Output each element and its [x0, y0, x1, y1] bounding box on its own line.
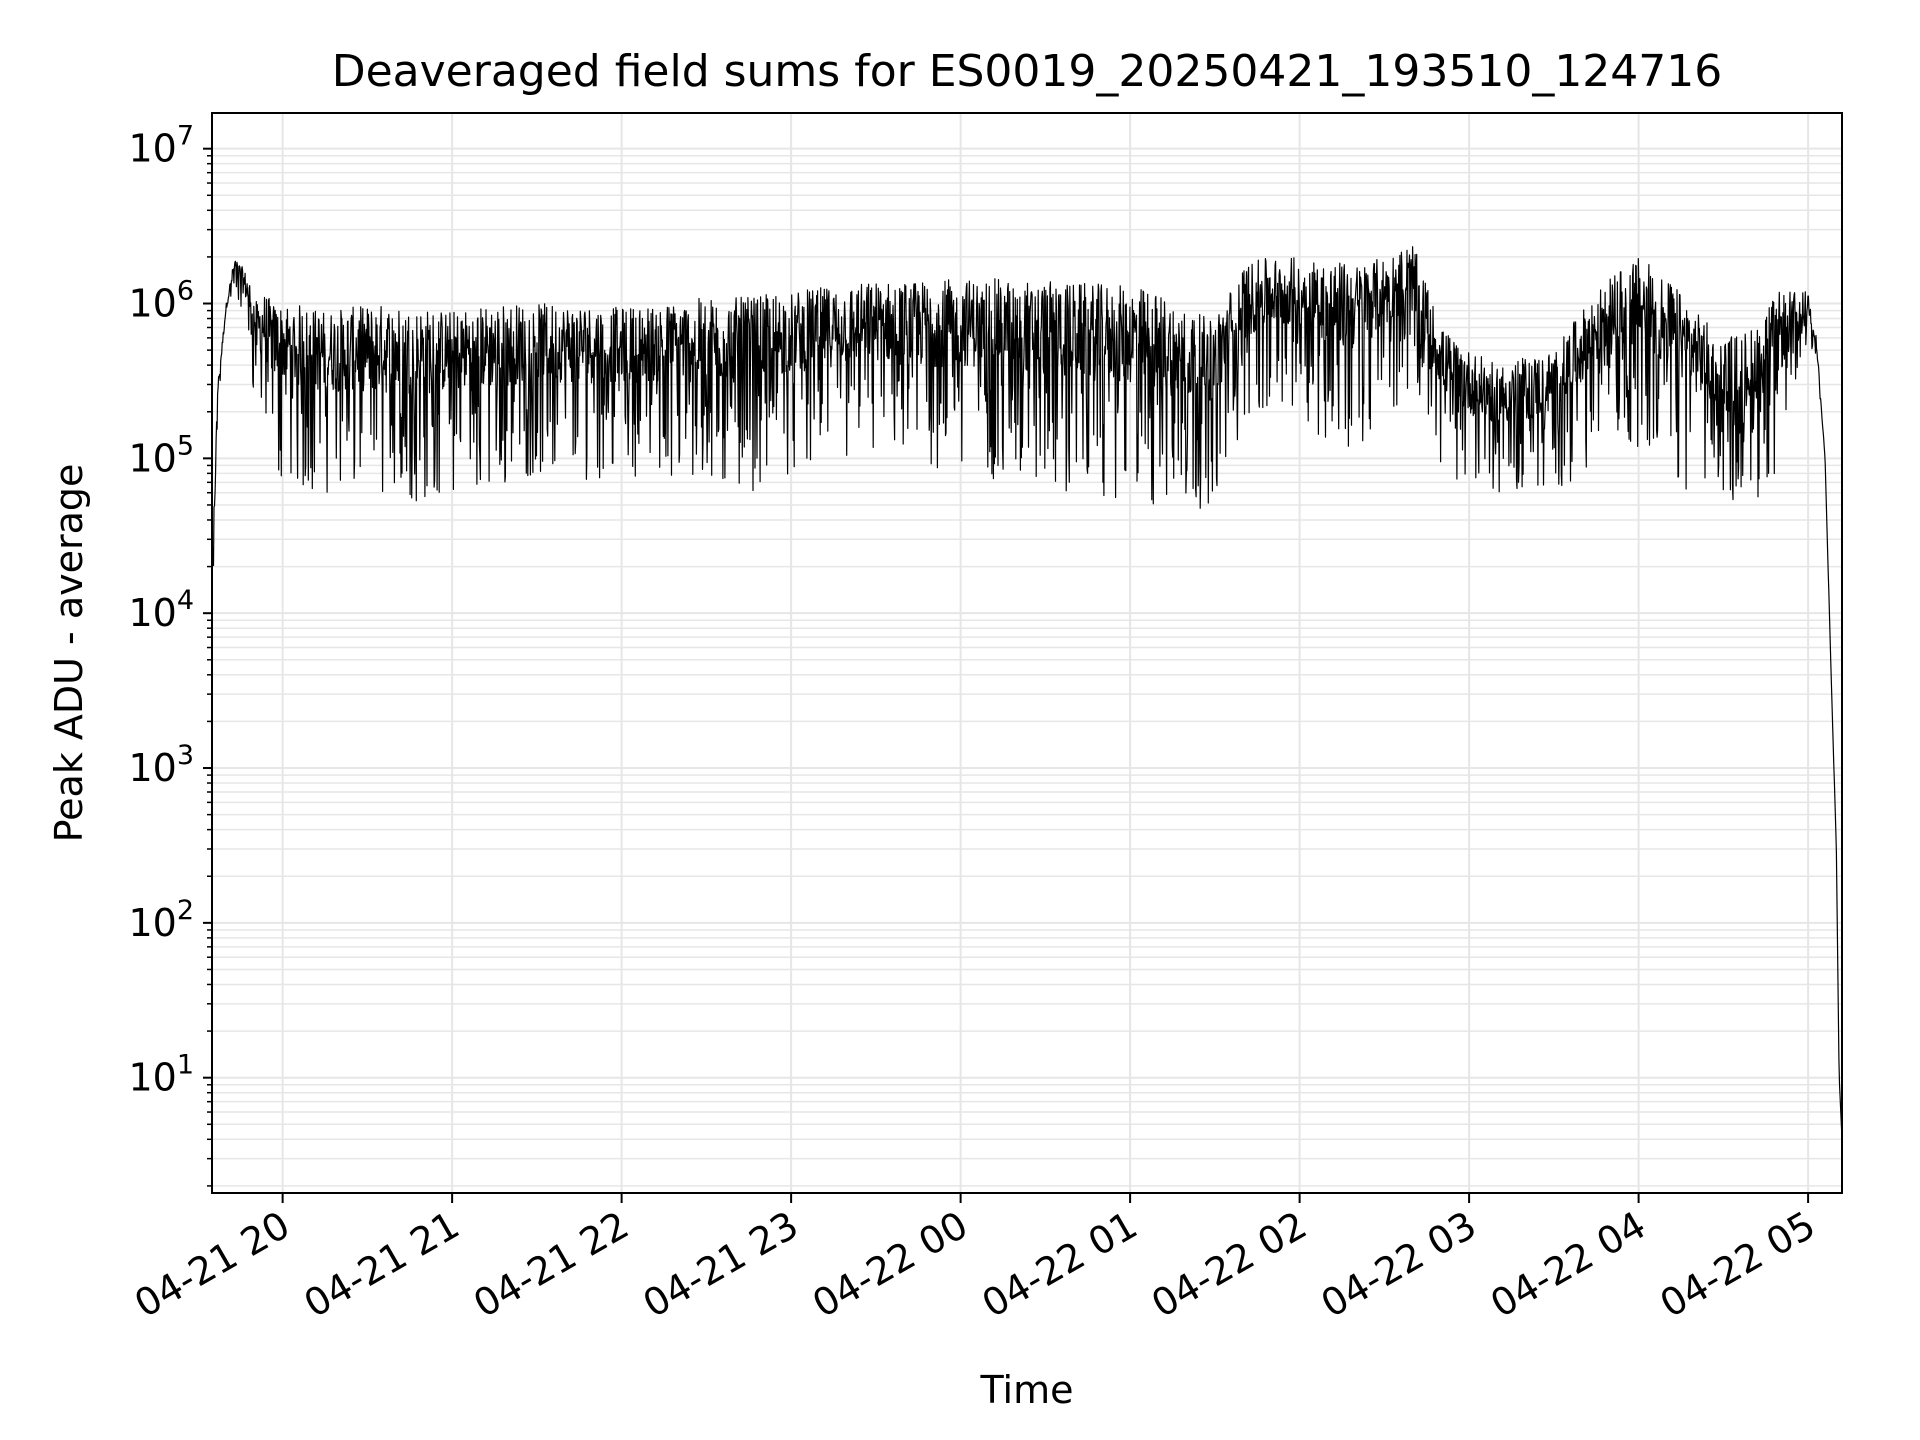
y-tick-label: 107	[128, 121, 194, 171]
chart-title: Deaveraged field sums for ES0019_2025042…	[332, 46, 1723, 97]
y-tick-label: 104	[128, 585, 194, 635]
plot-frame	[211, 112, 1843, 1194]
x-axis-label: Time	[980, 1368, 1074, 1412]
y-axis: 101 102 103 104 105 106 107	[128, 121, 212, 1187]
y-tick-label: 101	[128, 1050, 194, 1100]
y-tick-label: 106	[128, 276, 194, 326]
y-tick-label: 105	[128, 430, 194, 480]
series-line-0	[211, 246, 1843, 1140]
y-tick-label: 103	[128, 740, 194, 790]
y-axis-label: Peak ADU - average	[47, 464, 91, 843]
y-tick-label: 102	[128, 895, 194, 945]
series-group	[211, 246, 1843, 1140]
grid	[212, 113, 1842, 1193]
